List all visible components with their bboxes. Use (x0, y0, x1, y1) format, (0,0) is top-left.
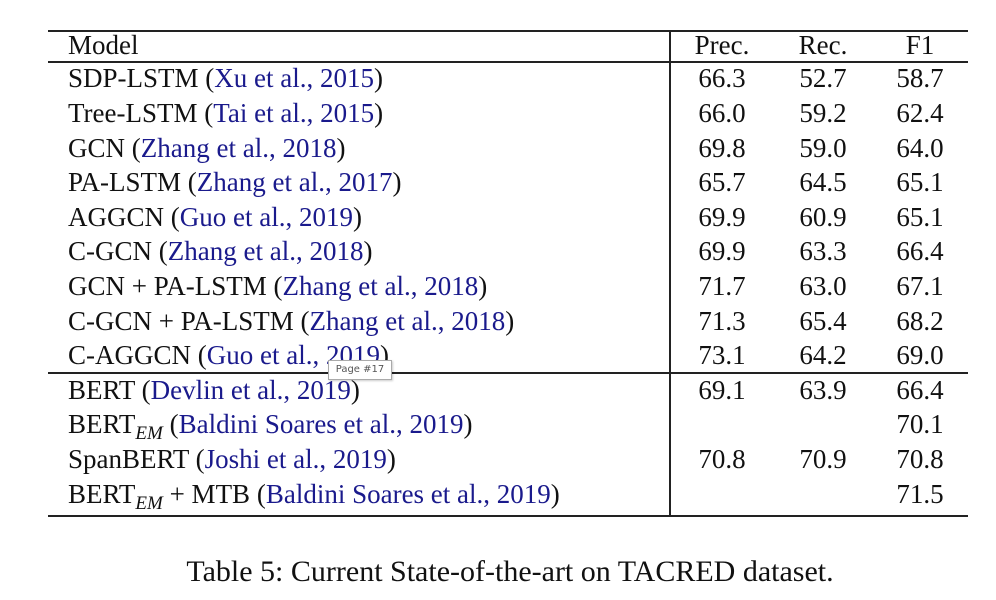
citation: Zhang et al., 2017 (196, 167, 393, 198)
model-name: SDP-LSTM (68, 63, 199, 94)
column-header: Prec. (694, 30, 750, 60)
citation: Guo et al., 2019 (179, 201, 353, 232)
score: 63.9 (799, 374, 847, 405)
model-name: BERT (68, 409, 136, 440)
score: 66.4 (896, 374, 944, 405)
tooltip: Page #17 (328, 360, 392, 380)
citation: Tai et al., 2015 (213, 97, 375, 128)
model-name: GCN + PA-LSTM (68, 270, 267, 301)
citation: Devlin et al., 2019 (150, 374, 351, 405)
score: 70.8 (698, 443, 746, 474)
model-subscript: EM (135, 423, 163, 445)
model-cell: BERTEM (Baldini Soares et al., 2019) (68, 409, 473, 445)
score: 67.1 (896, 270, 944, 301)
model-name: BERT (68, 478, 136, 509)
model-cell: C-GCN + PA-LSTM (Zhang et al., 2018) (68, 305, 515, 336)
model-cell: C-GCN (Zhang et al., 2018) (68, 236, 373, 267)
score: 71.7 (698, 270, 746, 301)
model-name: GCN (68, 132, 126, 163)
score: 70.8 (896, 443, 944, 474)
citation: Baldini Soares et al., 2019 (265, 478, 551, 509)
citation: Zhang et al., 2018 (140, 132, 337, 163)
model-subscript: EM (135, 492, 163, 514)
model-name: C-GCN (68, 236, 153, 267)
score: 68.2 (896, 305, 944, 336)
score: 69.9 (698, 201, 746, 232)
score: 70.1 (896, 409, 944, 440)
model-cell: BERTEM + MTB (Baldini Soares et al., 201… (68, 478, 560, 514)
citation: Baldini Soares et al., 2019 (178, 409, 464, 440)
citation: Xu et al., 2015 (214, 63, 375, 94)
score: 65.4 (799, 305, 847, 336)
score: 71.3 (698, 305, 746, 336)
citation: Joshi et al., 2019 (204, 443, 387, 474)
score: 65.1 (896, 201, 944, 232)
model-name: BERT (68, 374, 135, 405)
score: 59.2 (799, 97, 847, 128)
model-suffix: + MTB (169, 478, 251, 509)
model-cell: SDP-LSTM (Xu et al., 2015) (68, 63, 384, 94)
score: 70.9 (799, 443, 847, 474)
score: 66.4 (896, 236, 944, 267)
score: 64.2 (799, 340, 847, 371)
score: 52.7 (799, 63, 847, 94)
model-cell: GCN (Zhang et al., 2018) (68, 132, 346, 163)
model-cell: GCN + PA-LSTM (Zhang et al., 2018) (68, 270, 488, 301)
score: 65.7 (698, 167, 746, 198)
model-name: C-GCN + PA-LSTM (68, 305, 294, 336)
caption: Table 5: Current State-of-the-art on TAC… (186, 555, 834, 588)
score: 59.0 (799, 132, 847, 163)
score: 63.3 (799, 236, 847, 267)
score: 73.1 (698, 340, 746, 371)
score: 69.9 (698, 236, 746, 267)
score: 64.5 (799, 167, 847, 198)
bottom-rule (48, 515, 968, 517)
column-rule (669, 30, 671, 516)
model-name: C-AGGCN (68, 340, 192, 371)
model-cell: AGGCN (Guo et al., 2019) (68, 201, 362, 232)
score: 60.9 (799, 201, 847, 232)
score: 64.0 (896, 132, 944, 163)
header-rule (48, 61, 968, 63)
column-header: F1 (905, 30, 935, 60)
score: 66.3 (698, 63, 746, 94)
model-name: AGGCN (68, 201, 165, 232)
column-header: Rec. (798, 30, 848, 60)
score: 62.4 (896, 97, 944, 128)
score: 69.0 (896, 340, 944, 371)
section-rule (48, 372, 968, 374)
score: 66.0 (698, 97, 746, 128)
column-header: Model (68, 30, 139, 60)
model-cell: SpanBERT (Joshi et al., 2019) (68, 443, 396, 474)
model-name: PA-LSTM (68, 167, 182, 198)
model-name: Tree-LSTM (68, 97, 198, 128)
top-rule (48, 30, 968, 32)
citation: Zhang et al., 2018 (309, 305, 506, 336)
model-name: SpanBERT (68, 443, 189, 474)
model-cell: Tree-LSTM (Tai et al., 2015) (68, 97, 384, 128)
score: 63.0 (799, 270, 847, 301)
score: 58.7 (896, 63, 944, 94)
score: 69.8 (698, 132, 746, 163)
model-cell: PA-LSTM (Zhang et al., 2017) (68, 167, 402, 198)
citation: Zhang et al., 2018 (282, 270, 479, 301)
citation: Zhang et al., 2018 (167, 236, 364, 267)
score: 71.5 (896, 478, 944, 509)
model-cell: BERT (Devlin et al., 2019) (68, 374, 360, 405)
score: 65.1 (896, 167, 944, 198)
score: 69.1 (698, 374, 746, 405)
